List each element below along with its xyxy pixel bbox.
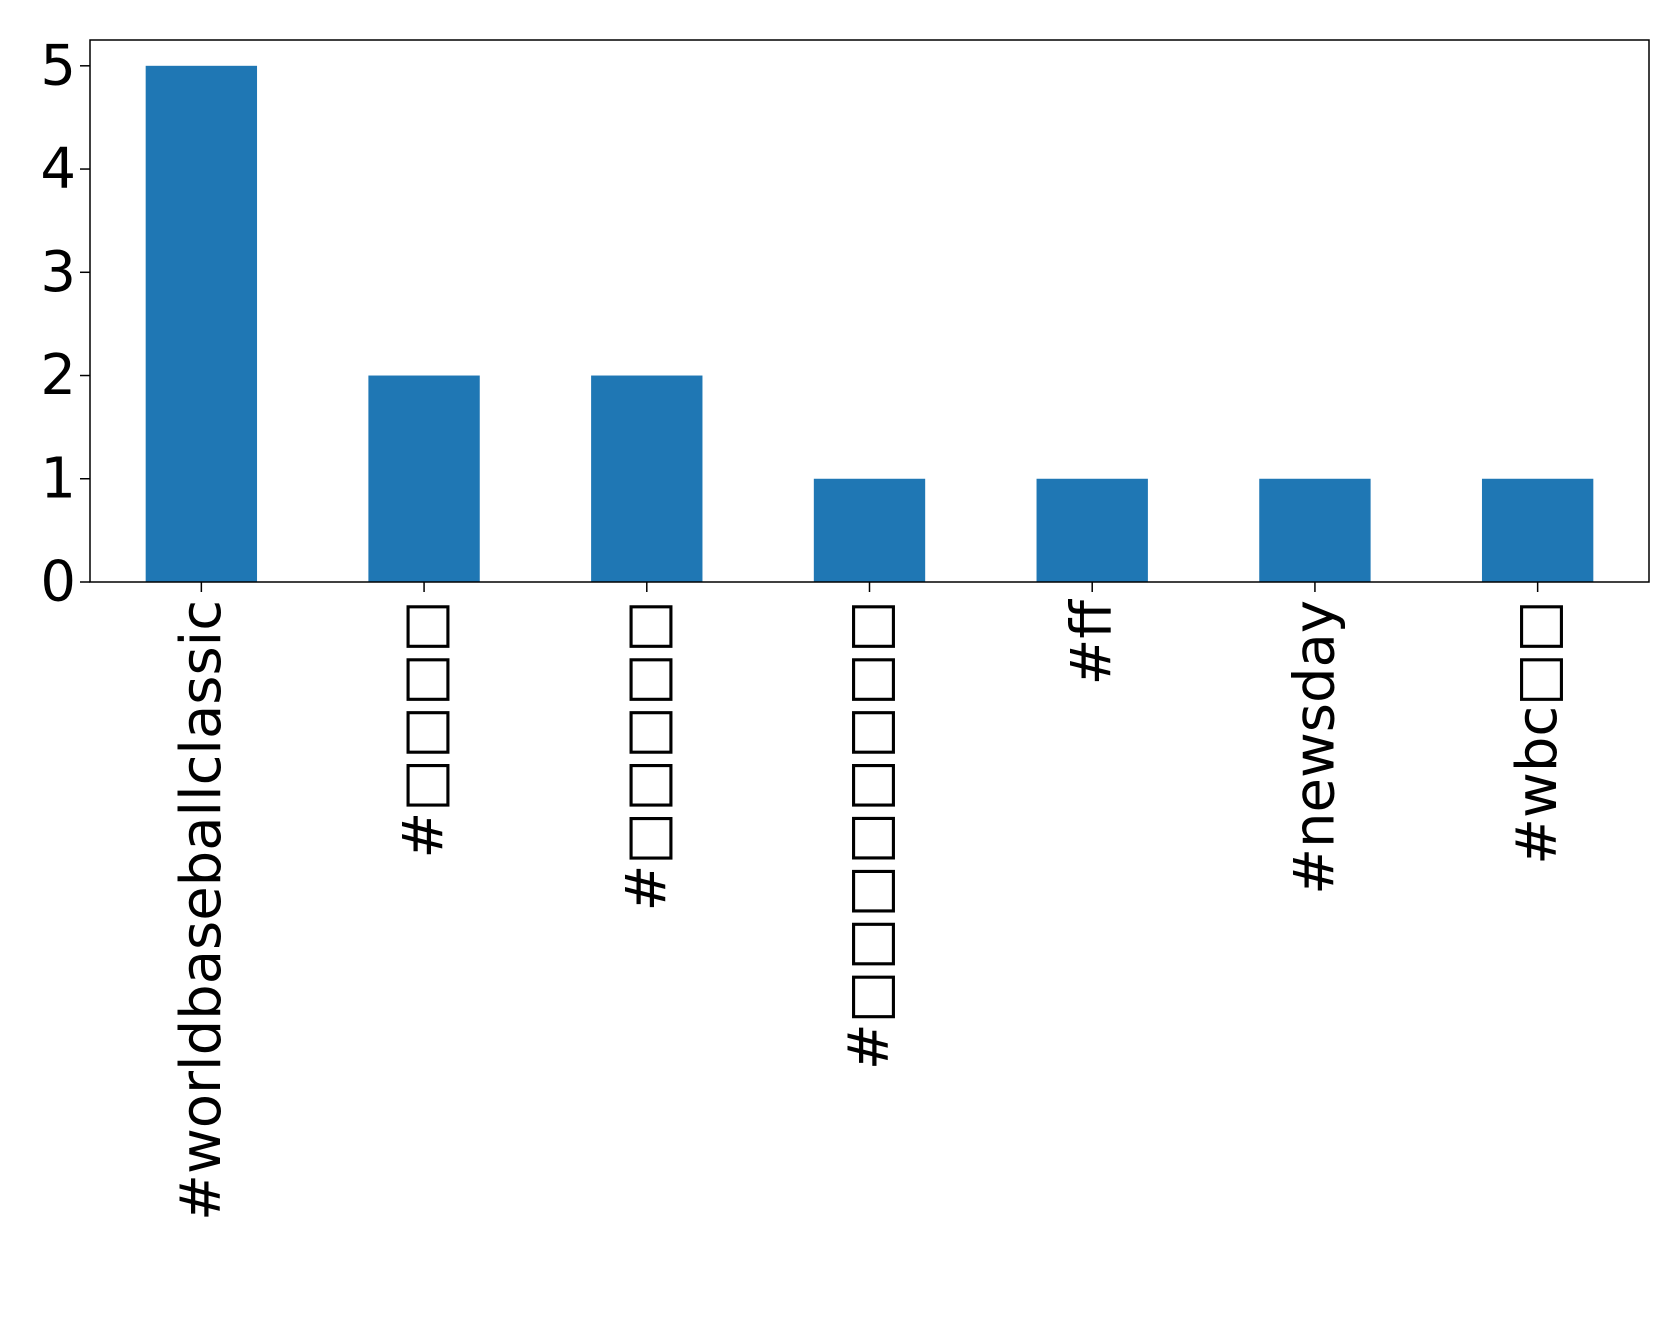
y-tick-label: 0 [40, 550, 76, 615]
bars-group [145, 65, 1594, 583]
bar-6 [1481, 478, 1594, 582]
bar-4 [1036, 478, 1148, 582]
x-tick-label: #□□□□□□□□ [837, 600, 902, 1070]
x-tick-label: #newsday [1282, 600, 1347, 895]
x-tick-label: #wbc□□ [1505, 600, 1570, 865]
bar-1 [368, 375, 480, 582]
x-tick-label: #□□□□ [392, 600, 457, 859]
x-tick-label: #ff [1060, 599, 1125, 686]
y-tick-label: 3 [40, 240, 76, 305]
bar-2 [591, 375, 703, 582]
y-tick-label: 2 [40, 343, 76, 408]
y-tick-label: 4 [40, 137, 76, 202]
x-tick-label: #□□□□□ [614, 600, 679, 911]
bar-0 [145, 65, 258, 583]
y-axis: 0 1 2 3 4 5 [40, 33, 90, 615]
bar-3 [813, 478, 926, 582]
x-axis: #worldbaseballclassic #□□□□ #□□□□□ #□□□□□□□… [169, 582, 1570, 1221]
bar-5 [1259, 478, 1371, 582]
x-tick-label: #worldbaseballclassic [169, 600, 234, 1221]
y-tick-label: 1 [40, 446, 76, 511]
y-tick-label: 5 [40, 33, 76, 98]
